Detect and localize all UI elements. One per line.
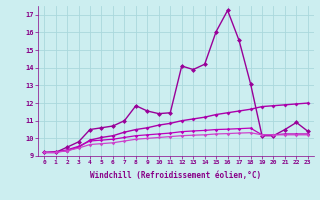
X-axis label: Windchill (Refroidissement éolien,°C): Windchill (Refroidissement éolien,°C) [91,171,261,180]
